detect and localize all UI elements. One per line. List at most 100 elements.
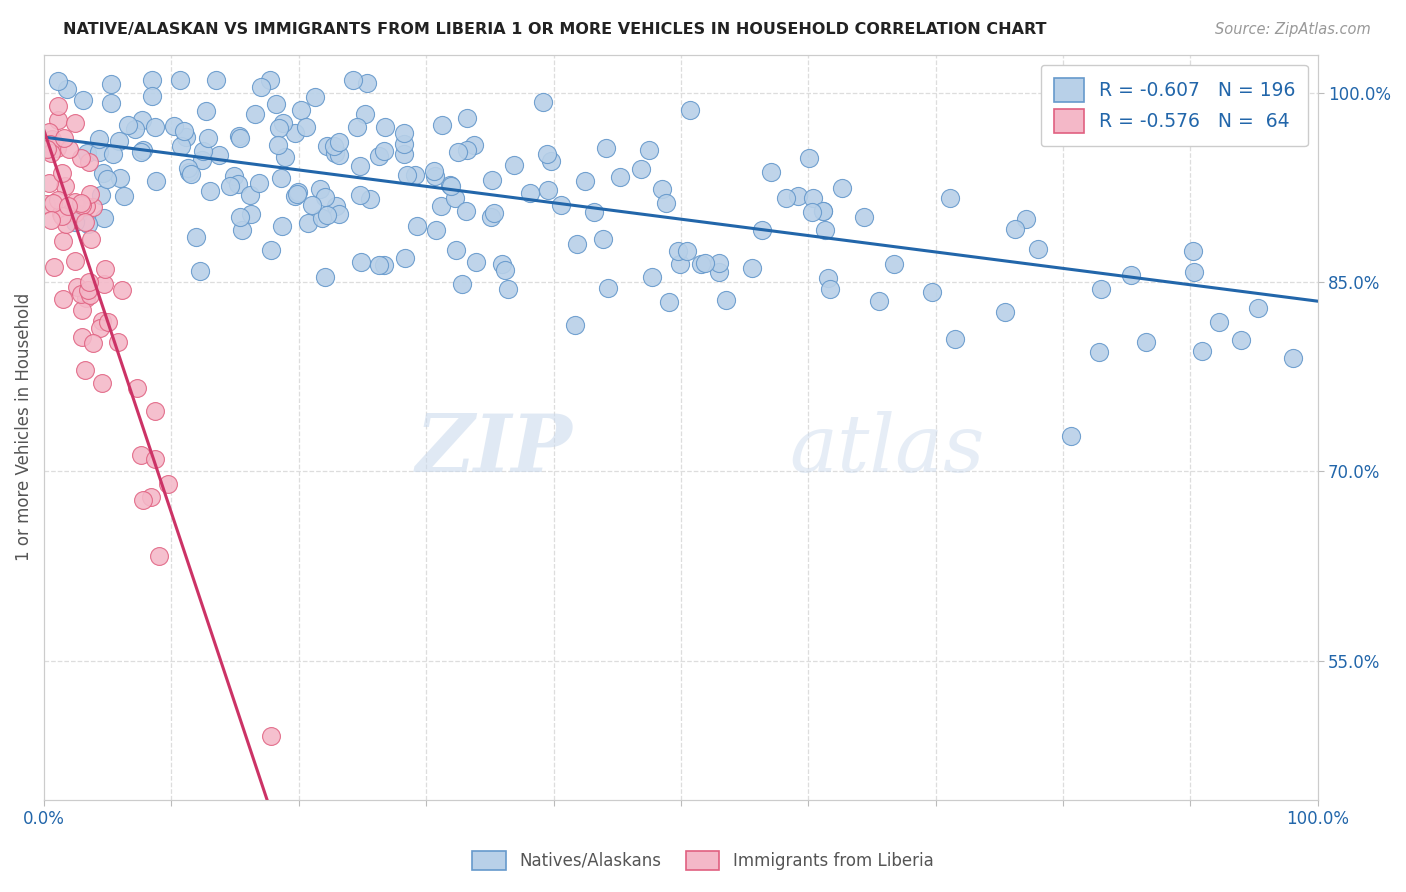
Point	[1208, 315, 1230, 329]
Point	[141, 89, 163, 103]
Point	[96, 172, 118, 186]
Point	[666, 244, 689, 258]
Point	[191, 153, 214, 168]
Point	[1229, 333, 1251, 347]
Point	[359, 192, 381, 206]
Point	[519, 186, 541, 201]
Text: NATIVE/ALASKAN VS IMMIGRANTS FROM LIBERIA 1 OR MORE VEHICLES IN HOUSEHOLD CORREL: NATIVE/ALASKAN VS IMMIGRANTS FROM LIBERI…	[63, 22, 1047, 37]
Point	[395, 169, 418, 183]
Point	[260, 730, 283, 744]
Point	[73, 363, 96, 377]
Point	[669, 257, 692, 271]
Point	[350, 255, 373, 269]
Point	[112, 188, 135, 202]
Point	[82, 200, 104, 214]
Point	[46, 193, 69, 207]
Point	[52, 292, 75, 306]
Point	[787, 188, 810, 202]
Point	[1119, 268, 1142, 282]
Point	[328, 207, 350, 221]
Point	[440, 179, 463, 194]
Point	[1090, 282, 1112, 296]
Point	[163, 120, 186, 134]
Point	[741, 261, 763, 276]
Point	[51, 207, 73, 221]
Point	[322, 139, 344, 153]
Point	[270, 170, 292, 185]
Point	[75, 291, 97, 305]
Point	[392, 126, 415, 140]
Point	[797, 151, 820, 165]
Point	[63, 206, 86, 220]
Point	[247, 176, 270, 190]
Point	[70, 196, 93, 211]
Point	[945, 332, 967, 346]
Point	[567, 237, 589, 252]
Point	[564, 318, 586, 332]
Point	[342, 73, 364, 87]
Point	[58, 142, 80, 156]
Point	[775, 191, 797, 205]
Point	[63, 116, 86, 130]
Legend: Natives/Alaskans, Immigrants from Liberia: Natives/Alaskans, Immigrants from Liberi…	[465, 844, 941, 877]
Point	[34, 196, 56, 211]
Point	[80, 232, 103, 246]
Point	[77, 217, 100, 231]
Point	[79, 288, 101, 302]
Point	[582, 204, 605, 219]
Point	[73, 214, 96, 228]
Point	[693, 255, 716, 269]
Point	[79, 275, 101, 289]
Point	[707, 265, 730, 279]
Point	[56, 199, 79, 213]
Point	[463, 138, 485, 153]
Point	[654, 195, 676, 210]
Point	[101, 147, 124, 161]
Point	[813, 203, 835, 218]
Point	[536, 146, 558, 161]
Point	[595, 141, 617, 155]
Point	[349, 159, 371, 173]
Point	[868, 293, 890, 308]
Point	[70, 330, 93, 344]
Point	[66, 280, 89, 294]
Point	[574, 174, 596, 188]
Point	[537, 183, 560, 197]
Point	[75, 199, 97, 213]
Point	[143, 404, 166, 418]
Point	[315, 138, 337, 153]
Point	[641, 270, 664, 285]
Point	[368, 258, 391, 272]
Point	[346, 120, 368, 135]
Point	[368, 149, 391, 163]
Point	[309, 182, 332, 196]
Point	[921, 285, 943, 300]
Point	[107, 334, 129, 349]
Point	[195, 104, 218, 119]
Point	[51, 166, 73, 180]
Point	[939, 191, 962, 205]
Point	[129, 448, 152, 462]
Point	[125, 382, 148, 396]
Point	[87, 145, 110, 160]
Point	[259, 73, 281, 87]
Legend: R = -0.607   N = 196, R = -0.576   N =  64: R = -0.607 N = 196, R = -0.576 N = 64	[1040, 64, 1308, 146]
Point	[481, 173, 503, 187]
Point	[174, 130, 197, 145]
Point	[66, 207, 89, 221]
Point	[353, 107, 375, 121]
Point	[651, 182, 673, 196]
Point	[373, 144, 395, 158]
Point	[290, 103, 312, 118]
Point	[1182, 265, 1205, 279]
Point	[170, 139, 193, 153]
Text: atlas: atlas	[789, 411, 984, 489]
Point	[90, 187, 112, 202]
Point	[592, 232, 614, 246]
Point	[818, 282, 841, 296]
Point	[63, 194, 86, 209]
Point	[148, 549, 170, 563]
Point	[46, 113, 69, 128]
Point	[1135, 335, 1157, 350]
Point	[188, 264, 211, 278]
